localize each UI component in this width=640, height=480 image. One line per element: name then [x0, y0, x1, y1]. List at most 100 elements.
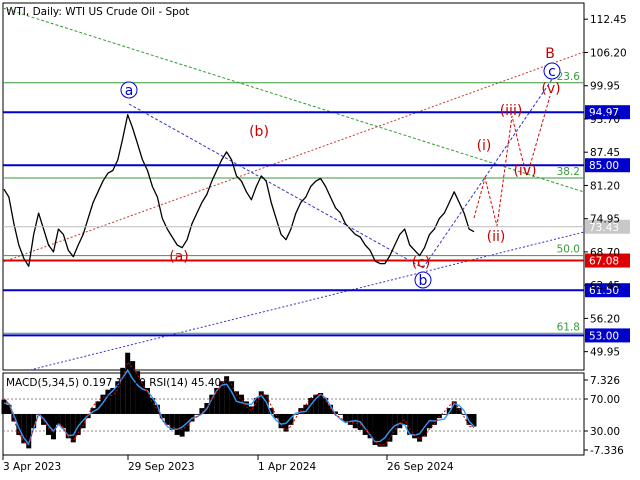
macd-histogram-bar — [293, 413, 299, 415]
macd-histogram-bar — [140, 381, 146, 414]
macd-histogram-bar — [234, 391, 240, 414]
level-price-tag — [585, 253, 630, 268]
current-price-tag — [585, 219, 630, 234]
wave-label: a — [125, 83, 134, 99]
macd-histogram-bar — [303, 404, 309, 414]
y-tick-label: 68.70 — [590, 247, 620, 259]
macd-histogram-bar — [179, 413, 185, 437]
macd-histogram-bar — [337, 413, 343, 415]
macd-histogram-bar — [154, 404, 160, 414]
macd-histogram-bar — [144, 387, 150, 414]
macd-histogram-bar — [31, 413, 37, 429]
macd-histogram-bar — [95, 401, 101, 414]
macd-histogram-bar — [159, 413, 165, 419]
macd-signal-line — [3, 361, 475, 447]
main-pane-frame — [2, 2, 585, 371]
macd-histogram-bar — [110, 387, 116, 414]
x-tick-label: 1 Apr 2024 — [258, 461, 317, 473]
macd-histogram-bar — [402, 413, 408, 425]
macd-histogram-bar — [288, 413, 294, 425]
macd-histogram-bar — [75, 413, 81, 435]
macd-histogram-bar — [382, 413, 388, 447]
wave-label-circle — [120, 81, 138, 99]
macd-histogram-bar — [194, 413, 200, 415]
macd-histogram-bar — [456, 408, 462, 414]
level-price-tag — [585, 328, 630, 343]
wave-label: (b) — [249, 124, 269, 140]
macd-histogram-bar — [65, 413, 71, 439]
macd-histogram-bar — [268, 408, 274, 414]
wave-label: (iii) — [500, 103, 523, 119]
indicator-tick-label: 7.326 — [590, 375, 620, 387]
price-series: 73.43 — [3, 114, 630, 267]
macd-histogram-bar — [199, 408, 205, 414]
wave-label-circle — [414, 271, 432, 289]
indicator-axis: 7.326 70.00 30.00 -7.336 — [584, 375, 624, 457]
macd-histogram-bar — [60, 413, 66, 429]
macd-histogram-bar — [328, 404, 334, 414]
level-price-label: 67.08 — [589, 256, 619, 268]
wave-label: (i) — [477, 138, 492, 154]
price-axis: 112.45 106.20 99.95 93.70 87.45 81.20 74.95 68.… — [584, 14, 627, 359]
x-tick-label: 3 Apr 2023 — [3, 461, 61, 473]
trend-line-blue-lower — [29, 231, 585, 371]
fib-level-label: 61.8 — [557, 321, 580, 333]
macd-histogram-bar — [70, 413, 76, 443]
indicator-series — [1, 352, 584, 449]
macd-histogram-bar — [362, 413, 368, 435]
current-price-label: 73.43 — [589, 222, 619, 234]
time-axis: 3 Apr 2023 29 Sep 2023 1 Apr 2024 26 Sep 20… — [2, 455, 454, 473]
macd-histogram-bar — [100, 394, 106, 414]
macd-histogram-bar — [441, 413, 447, 415]
trend-line-red — [2, 51, 585, 263]
macd-histogram-bar — [253, 398, 259, 414]
macd-histogram-bar — [6, 404, 12, 414]
level-price-label: 53.00 — [589, 330, 619, 342]
macd-histogram-bar — [209, 394, 215, 414]
macd-histogram-bar — [115, 381, 121, 414]
macd-histogram-bar — [431, 413, 437, 425]
y-tick-label: 74.95 — [590, 214, 620, 226]
macd-histogram-bar — [466, 413, 472, 425]
wave-label: c — [548, 64, 556, 80]
macd-histogram-bar — [392, 413, 398, 435]
macd-histogram-bar — [125, 352, 131, 414]
macd-histogram-bar — [342, 413, 348, 422]
macd-histogram-bar — [318, 392, 324, 414]
macd-histogram-bar — [422, 413, 428, 437]
macd-histogram-bar — [224, 376, 230, 414]
macd-histogram-bar — [332, 411, 338, 414]
fib-level-label: 50.0 — [557, 244, 580, 256]
macd-histogram-bar — [130, 361, 136, 414]
macd-histogram-bar — [313, 394, 319, 414]
fib-level-label: 38.2 — [557, 166, 580, 178]
macd-histogram-bar — [149, 398, 155, 414]
y-tick-label: 87.45 — [590, 147, 620, 159]
macd-histogram-bar — [258, 391, 264, 414]
wave-label: (ii) — [487, 229, 506, 245]
macd-histogram-bar — [135, 371, 141, 414]
x-tick-label: 29 Sep 2023 — [128, 461, 195, 473]
macd-histogram-bar — [120, 367, 126, 414]
level-price-label: 85.00 — [589, 160, 619, 172]
macd-histogram-bar — [347, 413, 353, 425]
trend-line-green — [2, 7, 585, 193]
wave-line-a-b — [128, 103, 424, 269]
macd-histogram-bar — [407, 413, 413, 435]
wave-label: b — [419, 273, 428, 289]
wave-label: (a) — [169, 249, 189, 265]
macd-histogram-bar — [367, 413, 373, 439]
macd-histogram-bar — [372, 413, 378, 446]
indicator-tick-label: 30.00 — [590, 426, 620, 438]
macd-histogram-bar — [461, 413, 467, 415]
macd-histogram-bar — [451, 401, 457, 414]
macd-histogram-bar — [16, 413, 22, 435]
macd-histogram-bar — [1, 399, 7, 414]
macd-histogram-bar — [238, 394, 244, 414]
wave-label: (iv) — [513, 163, 536, 179]
wave-label: B — [545, 46, 555, 62]
rsi-line — [3, 368, 475, 446]
macd-histogram-bar — [214, 387, 220, 414]
wave-projection — [473, 95, 551, 227]
